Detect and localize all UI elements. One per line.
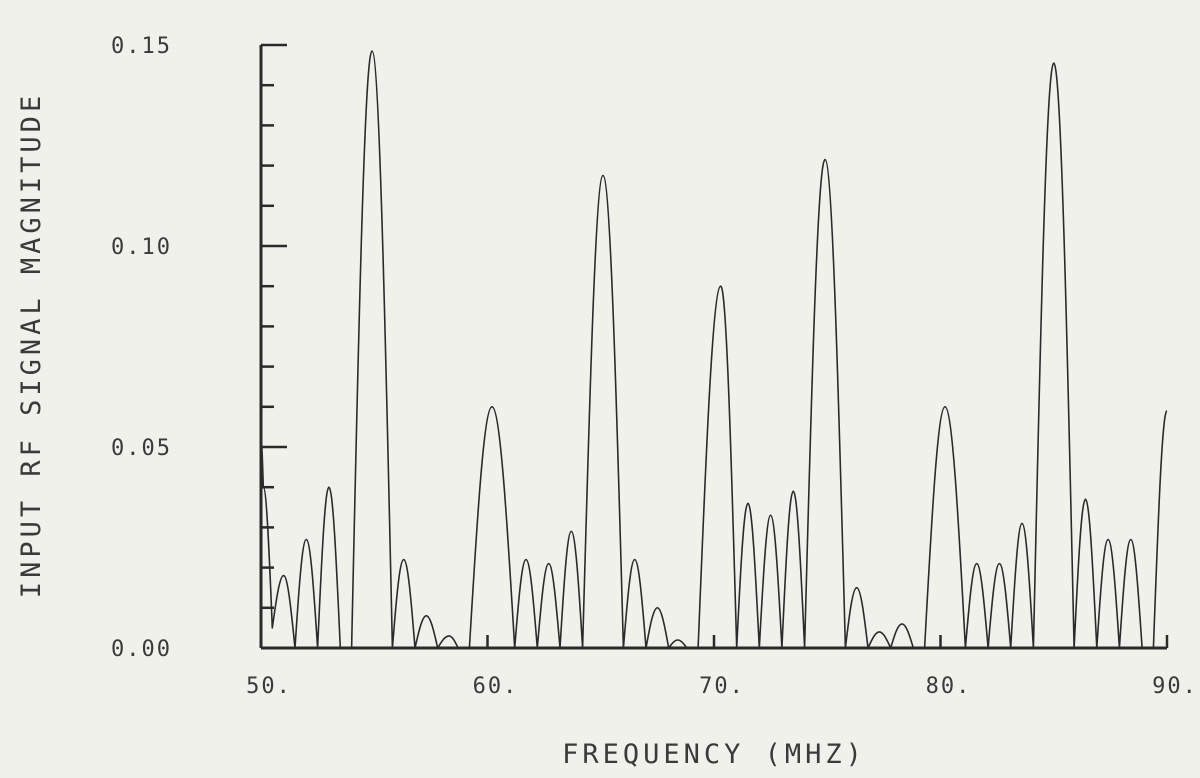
series-line-0 <box>260 50 1168 649</box>
y-tick-label: 0.15 <box>111 34 172 59</box>
x-tick-label: 60. <box>473 674 519 699</box>
x-tick-label: 70. <box>699 674 745 699</box>
y-tick-label: 0.05 <box>111 436 172 461</box>
x-tick-label: 80. <box>926 674 972 699</box>
series-layer <box>260 50 1168 649</box>
tick-labels: 0.00 0.05 0.10 0.15 50. 60. 70. 80. 90. <box>111 34 1198 699</box>
y-axis-title: INPUT RF SIGNAL MAGNITUDE <box>16 92 47 598</box>
x-tick-label: 90. <box>1152 674 1198 699</box>
x-axis-title: FREQUENCY (MHZ) <box>562 739 866 770</box>
y-tick-label: 0.10 <box>111 235 172 260</box>
y-tick-label: 0.00 <box>111 637 172 662</box>
axes <box>259 45 1167 650</box>
axis-ticks <box>259 43 1169 650</box>
x-tick-label: 50. <box>246 674 292 699</box>
